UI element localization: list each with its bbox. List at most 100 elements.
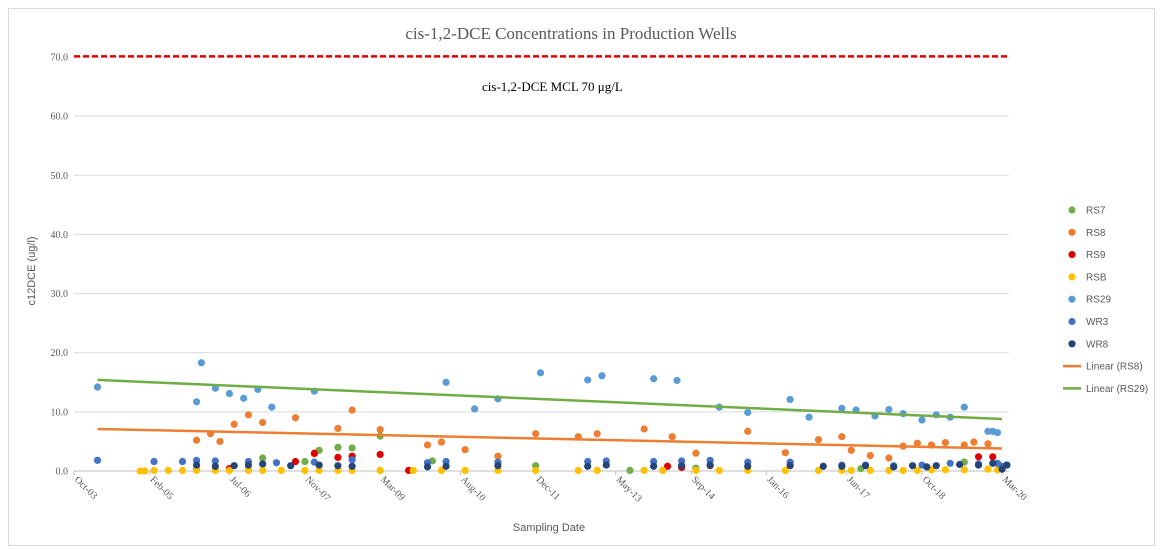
point-rsb xyxy=(178,466,187,475)
point-rsb xyxy=(225,466,233,475)
point-rs29 xyxy=(470,405,479,413)
point-rs7 xyxy=(626,466,634,475)
point-rsb xyxy=(941,466,949,474)
point-rs29 xyxy=(442,378,450,386)
point-rsb xyxy=(461,466,469,475)
point-rsb xyxy=(574,466,582,475)
point-rs8 xyxy=(781,449,789,457)
point-rsb xyxy=(164,466,172,475)
y-tick-label: 70.0 xyxy=(51,53,69,64)
point-rsb xyxy=(141,467,149,475)
point-rs9 xyxy=(974,453,983,461)
point-rs9 xyxy=(376,450,384,459)
point-rs8 xyxy=(461,446,469,454)
point-wr8 xyxy=(602,461,610,469)
point-rs9 xyxy=(663,462,672,470)
point-rs8 xyxy=(348,406,356,414)
mcl-annotation: cis-1,2-DCE MCL 70 μg/L xyxy=(482,79,623,94)
point-rs29 xyxy=(584,376,592,384)
trendline-linear-rs8 xyxy=(97,427,1003,450)
point-rsb xyxy=(244,466,253,475)
point-wr3 xyxy=(150,457,158,466)
legend: RS7 RS8 RS9 RSB RS29 WR3 WR8 Linear (RS8) Linear… xyxy=(1063,206,1148,395)
point-wr8 xyxy=(861,462,870,470)
legend-label-linear-rs8: Linear (RS8) xyxy=(1086,362,1143,373)
y-tick-label: 30.0 xyxy=(51,289,69,300)
x-tick-label: Jan-16 xyxy=(764,474,791,501)
x-tick-label: Dec-11 xyxy=(534,474,562,502)
point-rs29 xyxy=(673,376,681,385)
trendline-linear-rs29 xyxy=(97,378,1003,421)
point-rs8 xyxy=(866,452,874,460)
point-rs29 xyxy=(885,405,893,414)
point-wr8 xyxy=(334,462,342,470)
point-rsb xyxy=(192,466,201,475)
point-rs8 xyxy=(423,441,432,449)
point-rs8 xyxy=(494,452,502,460)
point-rs29 xyxy=(598,372,606,380)
point-rs8 xyxy=(668,433,676,441)
point-wr8 xyxy=(932,462,940,470)
legend-label-rs9: RS9 xyxy=(1086,250,1106,261)
x-tick-label: Aug-10 xyxy=(458,474,487,503)
point-rs29 xyxy=(744,408,752,417)
point-rs8 xyxy=(532,430,540,438)
point-rsb xyxy=(814,466,823,475)
y-tick-label: 50.0 xyxy=(51,171,69,182)
point-rs8 xyxy=(692,449,700,457)
gridlines xyxy=(74,56,1009,413)
series-wr8 xyxy=(192,459,1011,473)
point-rsb xyxy=(692,466,700,475)
point-rs9 xyxy=(310,449,318,457)
point-wr8 xyxy=(678,462,686,470)
point-wr8 xyxy=(819,462,827,470)
point-rsb xyxy=(659,466,667,475)
legend-label-wr3: WR3 xyxy=(1086,317,1109,328)
point-wr8 xyxy=(259,460,267,468)
point-wr8 xyxy=(706,461,714,469)
point-rsb xyxy=(532,466,540,475)
point-rsb xyxy=(960,466,968,474)
chart: cis-1,2-DCE Concentrations in Production… xyxy=(26,24,1148,534)
x-tick-label: Oct-03 xyxy=(72,474,99,501)
point-wr8 xyxy=(1003,461,1011,469)
point-rs8 xyxy=(593,430,601,438)
point-wr3 xyxy=(348,456,356,464)
chart-frame: cis-1,2-DCE Concentrations in Production… xyxy=(8,8,1155,546)
point-wr8 xyxy=(192,461,201,469)
point-wr8 xyxy=(890,463,898,471)
legend-marker-rs7 xyxy=(1068,206,1076,214)
point-wr8 xyxy=(315,461,323,469)
point-wr8 xyxy=(956,460,964,469)
point-rs8 xyxy=(291,414,300,422)
point-wr8 xyxy=(650,462,658,470)
legend-label-wr8: WR8 xyxy=(1086,339,1109,350)
point-wr8 xyxy=(584,462,592,470)
legend-label-rs29: RS29 xyxy=(1086,295,1111,306)
legend-marker-wr3 xyxy=(1068,317,1076,326)
point-wr8 xyxy=(423,463,432,471)
legend-label-rsb: RSB xyxy=(1086,272,1107,283)
point-rs29 xyxy=(960,403,968,411)
point-rs29 xyxy=(918,416,926,424)
point-rsb xyxy=(847,466,855,475)
x-tick-label: Mar-20 xyxy=(1000,474,1029,503)
point-rs29 xyxy=(225,389,233,398)
point-rsb xyxy=(866,466,874,475)
x-tick-label: Mar-09 xyxy=(378,474,407,503)
point-wr8 xyxy=(998,465,1006,473)
chart-title: cis-1,2-DCE Concentrations in Production… xyxy=(405,24,736,43)
point-rs29 xyxy=(805,413,813,421)
series-rsb xyxy=(136,465,1002,475)
point-rs8 xyxy=(244,411,253,419)
x-tick-label: Nov-07 xyxy=(303,474,332,503)
point-rsb xyxy=(984,465,992,473)
y-axis-title: c12DCE (ug/l) xyxy=(26,236,38,305)
y-tick-label: 60.0 xyxy=(51,112,69,123)
legend-label-rs7: RS7 xyxy=(1086,206,1106,217)
point-wr8 xyxy=(244,461,253,469)
point-rs29 xyxy=(786,395,794,404)
legend-marker-wr8 xyxy=(1068,340,1076,348)
legend-label-rs8: RS8 xyxy=(1086,228,1106,239)
point-wr8 xyxy=(442,462,450,470)
